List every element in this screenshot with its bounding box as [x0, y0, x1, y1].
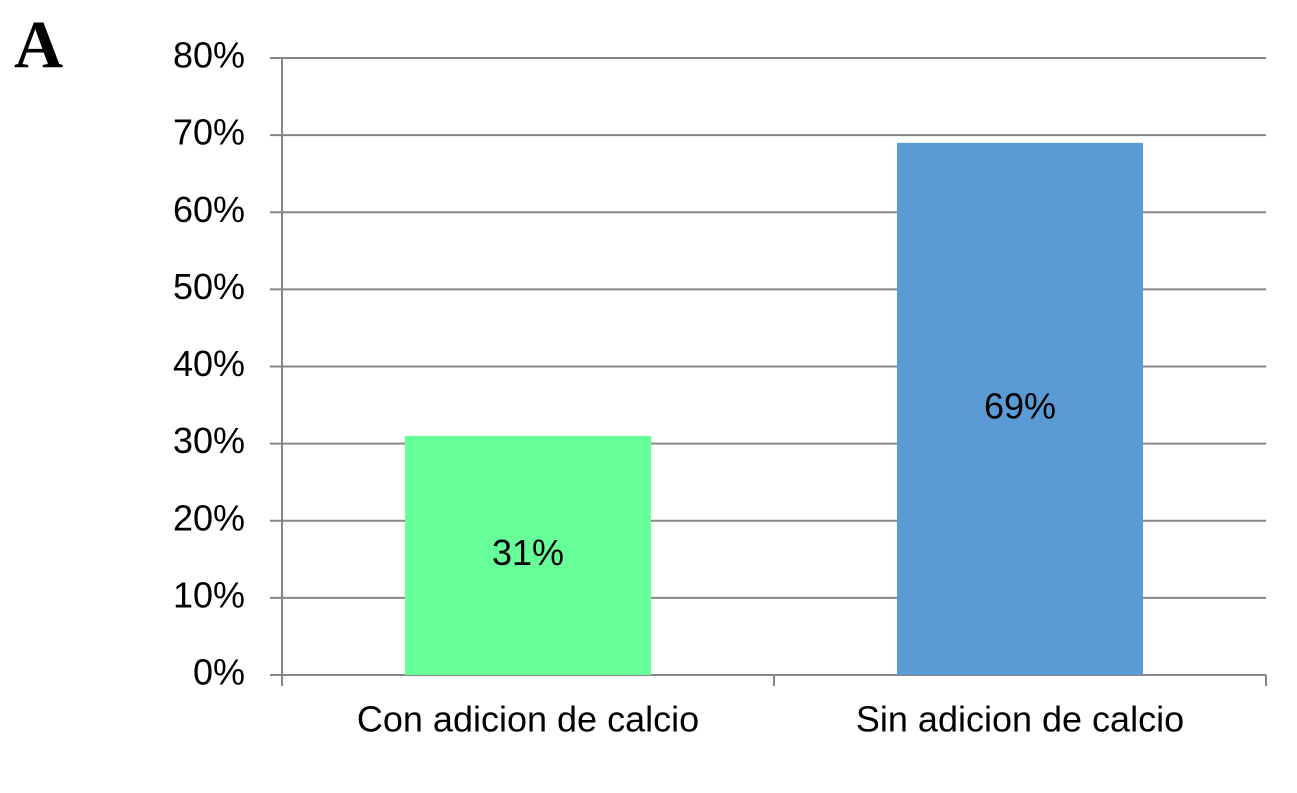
y-tick-label: 20%: [173, 497, 245, 538]
bar: [405, 435, 651, 675]
y-tick-label: 10%: [173, 574, 245, 615]
y-tick-label: 30%: [173, 420, 245, 461]
x-tick-label: Con adicion de calcio: [357, 699, 699, 740]
bar: [897, 142, 1143, 675]
value-label: 31%: [492, 532, 564, 573]
y-tick-label: 60%: [173, 189, 245, 230]
y-tick-label: 80%: [173, 35, 245, 76]
value-label: 69%: [984, 385, 1056, 426]
y-tick-label: 50%: [173, 266, 245, 307]
x-tick-label: Sin adicion de calcio: [856, 699, 1184, 740]
panel-label: A: [14, 7, 63, 83]
y-tick-label: 0%: [193, 652, 245, 693]
y-tick-label: 40%: [173, 343, 245, 384]
y-tick-label: 70%: [173, 112, 245, 153]
